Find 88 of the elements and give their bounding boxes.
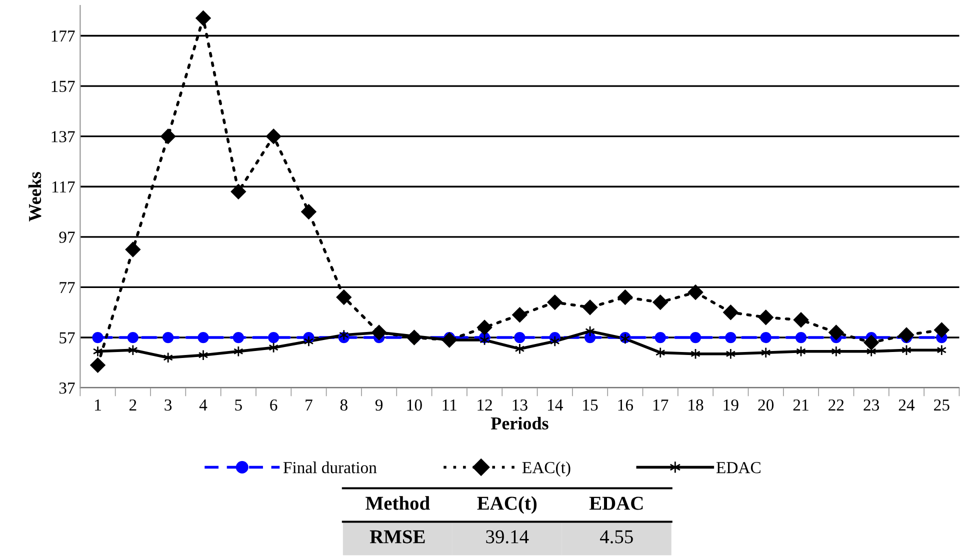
point <box>934 322 950 338</box>
x-tick-label: 18 <box>688 399 704 411</box>
x-tick-label: 4 <box>199 400 208 410</box>
point <box>584 332 596 344</box>
point <box>726 348 736 360</box>
point <box>828 324 844 340</box>
x-tick-label: 23 <box>864 399 880 411</box>
point <box>268 342 278 354</box>
point <box>90 358 106 373</box>
x-tick-label: 8 <box>340 399 348 411</box>
point <box>476 320 492 336</box>
x-tick-label: 2 <box>129 399 136 410</box>
point <box>760 347 771 358</box>
point <box>690 332 702 344</box>
point <box>864 334 879 350</box>
point <box>128 344 138 356</box>
point <box>514 332 526 344</box>
text: RMSE <box>370 530 425 544</box>
text: Method <box>366 496 430 510</box>
x-tick-label: 13 <box>512 399 528 411</box>
text: 39.14 <box>486 530 529 544</box>
y-tick-label: 157 <box>52 80 75 92</box>
point <box>758 310 774 325</box>
text: EAC(t) <box>477 496 537 514</box>
point <box>688 284 704 300</box>
point <box>92 332 104 344</box>
point <box>232 332 244 344</box>
x-tick-label: 21 <box>793 399 808 410</box>
y-tick-label: 77 <box>60 282 75 294</box>
x-tick-label: 25 <box>934 399 950 411</box>
point <box>898 327 914 343</box>
y-tick-label: 97 <box>59 232 75 243</box>
x-tick-label: 16 <box>618 399 634 411</box>
legend-label: EDAC <box>716 462 760 474</box>
point <box>793 312 809 328</box>
x-tick-label: 19 <box>724 399 738 411</box>
point <box>547 294 562 310</box>
point <box>196 10 211 26</box>
point <box>338 329 349 341</box>
point <box>831 346 842 357</box>
text: EDAC <box>589 496 643 510</box>
point <box>268 332 280 344</box>
y-tick-label: 117 <box>52 181 75 192</box>
point <box>266 128 282 144</box>
x-tick-label: 3 <box>164 399 172 411</box>
point <box>652 294 668 310</box>
x-tick-label: 11 <box>442 399 456 410</box>
x-tick-label: 22 <box>828 399 844 410</box>
point <box>198 350 208 361</box>
point <box>654 332 666 344</box>
y-tick-label: 57 <box>60 332 75 344</box>
y-axis-title: Weeks <box>28 172 42 222</box>
x-tick-label: 15 <box>583 399 598 411</box>
x-tick-label: 6 <box>270 399 278 411</box>
y-tick-label: 137 <box>52 131 75 142</box>
x-tick-label: 24 <box>898 399 915 410</box>
legend-label: Final duration <box>283 462 377 474</box>
x-tick-label: 12 <box>478 399 492 410</box>
point <box>198 332 209 344</box>
point <box>301 204 316 220</box>
x-tick-label: 17 <box>653 399 668 410</box>
legend-label: EAC(t) <box>522 462 570 477</box>
point <box>723 304 738 320</box>
x-tick-label: 5 <box>235 400 242 411</box>
y-tick-label: 177 <box>52 30 75 42</box>
point <box>936 344 947 356</box>
x-tick-label: 7 <box>306 400 312 410</box>
x-tick-label: 1 <box>95 399 101 410</box>
point <box>336 290 352 305</box>
y-tick-label: 37 <box>59 382 75 394</box>
point <box>582 300 598 315</box>
point <box>162 332 174 344</box>
x-tick-label: 20 <box>758 399 774 411</box>
point <box>760 332 772 344</box>
point <box>127 332 138 344</box>
point <box>160 128 176 144</box>
point <box>655 347 666 358</box>
point <box>230 184 246 200</box>
point <box>512 307 528 322</box>
text: 4.55 <box>600 530 633 544</box>
x-axis-title: Periods <box>490 416 548 430</box>
point <box>725 332 736 344</box>
point <box>795 332 807 344</box>
x-tick-label: 10 <box>407 399 422 411</box>
x-tick-label: 9 <box>375 399 383 411</box>
point <box>125 242 140 258</box>
point <box>618 290 633 305</box>
x-tick-label: 14 <box>548 399 563 410</box>
